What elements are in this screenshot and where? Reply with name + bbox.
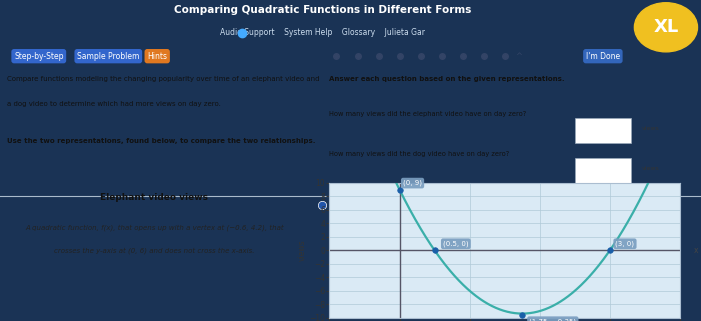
Text: x: x — [694, 246, 698, 255]
Text: views: views — [641, 126, 659, 131]
Text: Use the two representations, found below, to compare the two relationships.: Use the two representations, found below… — [7, 138, 315, 144]
Text: Compare functions modeling the changing popularity over time of an elephant vide: Compare functions modeling the changing … — [7, 76, 320, 82]
Text: I'm Done: I'm Done — [586, 52, 620, 61]
Text: (1.75, −9.35): (1.75, −9.35) — [529, 318, 576, 321]
FancyBboxPatch shape — [329, 198, 505, 226]
Text: Answer each question based on the given representations.: Answer each question based on the given … — [329, 76, 565, 82]
Text: How many views did the elephant video have on day zero?: How many views did the elephant video ha… — [329, 111, 526, 117]
Text: Hints: Hints — [147, 52, 168, 61]
Text: Comparing Quadratic Functions in Different Forms: Comparing Quadratic Functions in Differe… — [174, 5, 471, 15]
Text: Sample Problem: Sample Problem — [77, 52, 139, 61]
Text: Dog video views: Dog video views — [475, 211, 549, 220]
Y-axis label: views: views — [297, 239, 306, 261]
Text: Elephant video views: Elephant video views — [100, 194, 208, 203]
Text: How many views did the dog video have on day zero?: How many views did the dog video have on… — [329, 151, 510, 157]
Text: ^: ^ — [515, 52, 522, 61]
Text: (3, 0): (3, 0) — [615, 240, 634, 247]
Text: Audio Support    System Help    Glossary    Julieta Gar: Audio Support System Help Glossary Julie… — [220, 28, 425, 37]
Text: views: views — [641, 166, 659, 171]
Text: Step-by-Step: Step-by-Step — [14, 52, 64, 61]
Text: XL: XL — [653, 18, 679, 36]
Text: a dog video to determine which had more views on day zero.: a dog video to determine which had more … — [7, 101, 221, 107]
Text: (0, 9): (0, 9) — [403, 180, 422, 186]
Text: Which video had more views on day zero?: Which video had more views on day zero? — [329, 191, 470, 197]
Text: crosses the y-axis at (0, 6) and does not cross the x-axis.: crosses the y-axis at (0, 6) and does no… — [54, 247, 254, 254]
Text: A quadratic function, f(x), that opens up with a vertex at (−0.6, 4.2), that: A quadratic function, f(x), that opens u… — [25, 225, 283, 231]
Circle shape — [634, 3, 697, 52]
FancyBboxPatch shape — [575, 118, 631, 143]
Text: (0.5, 0): (0.5, 0) — [443, 240, 469, 247]
FancyBboxPatch shape — [575, 158, 631, 183]
